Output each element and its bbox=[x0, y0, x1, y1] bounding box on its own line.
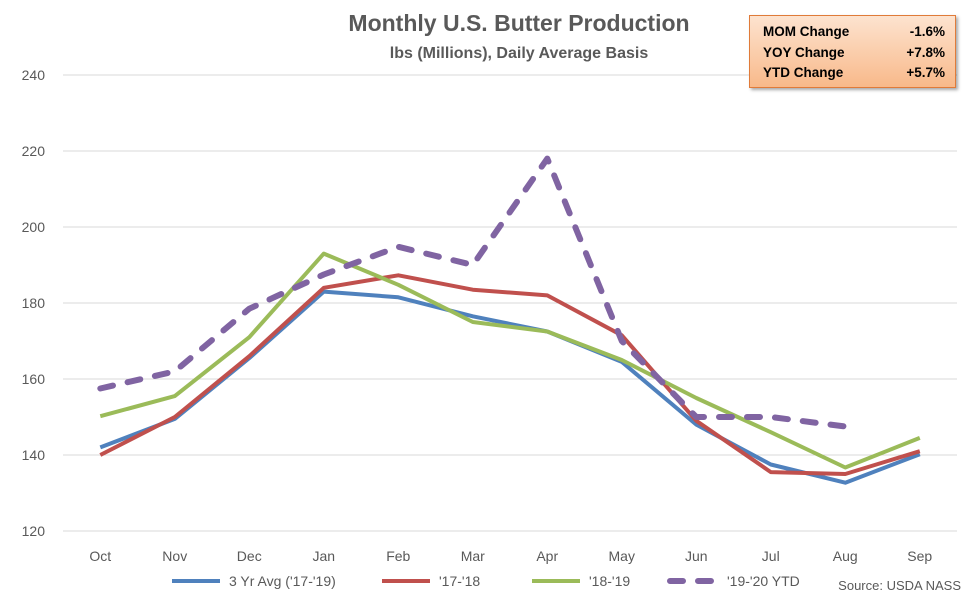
x-axis-ticks: Oct Nov Dec Jan Feb Mar Apr May Jun Jul Aug Sep bbox=[89, 548, 932, 564]
y-tick-label: 140 bbox=[22, 447, 46, 463]
x-tick-label: Jul bbox=[762, 548, 780, 564]
x-tick-label: Aug bbox=[833, 548, 858, 564]
x-tick-label: Feb bbox=[386, 548, 410, 564]
legend: 3 Yr Avg ('17-'19) '17-'18 '18-'19 '19-'20 … bbox=[172, 573, 800, 589]
x-tick-label: Mar bbox=[461, 548, 485, 564]
x-tick-label: Nov bbox=[162, 548, 187, 564]
legend-label: '17-'18 bbox=[439, 573, 480, 589]
y-tick-label: 240 bbox=[22, 67, 46, 83]
x-tick-label: Jan bbox=[312, 548, 335, 564]
x-tick-label: Oct bbox=[89, 548, 111, 564]
legend-label: '18-'19 bbox=[589, 573, 630, 589]
x-tick-label: Jun bbox=[685, 548, 708, 564]
stat-label: YOY Change bbox=[763, 44, 845, 60]
change-summary-box: MOM Change -1.6% YOY Change +7.8% YTD Ch… bbox=[749, 15, 956, 88]
stat-value: +5.7% bbox=[906, 65, 945, 80]
stat-row-yoy: YOY Change +7.8% bbox=[763, 43, 945, 64]
chart-title: Monthly U.S. Butter Production bbox=[348, 10, 689, 36]
x-tick-label: May bbox=[609, 548, 635, 564]
y-tick-label: 220 bbox=[22, 143, 46, 159]
stat-label: YTD Change bbox=[763, 65, 844, 80]
x-tick-label: Sep bbox=[907, 548, 932, 564]
series-line bbox=[99, 289, 921, 485]
source-note: Source: USDA NASS bbox=[838, 578, 961, 593]
stat-row-mom: MOM Change -1.6% bbox=[763, 22, 945, 43]
gridlines bbox=[63, 74, 957, 532]
stat-row-ytd: YTD Change +5.7% bbox=[763, 63, 945, 84]
y-tick-label: 120 bbox=[22, 523, 46, 539]
legend-label: '19-'20 YTD bbox=[727, 573, 800, 589]
series-line bbox=[99, 273, 921, 476]
series-line bbox=[97, 155, 849, 430]
stat-value: +7.8% bbox=[906, 44, 945, 60]
y-tick-label: 160 bbox=[22, 371, 46, 387]
chart-subtitle: lbs (Millions), Daily Average Basis bbox=[390, 45, 649, 62]
y-tick-label: 200 bbox=[22, 219, 46, 235]
y-axis-ticks: 120 140 160 180 200 220 240 bbox=[22, 67, 46, 539]
stat-label: MOM Change bbox=[763, 24, 850, 39]
x-tick-label: Apr bbox=[536, 548, 558, 564]
legend-label: 3 Yr Avg ('17-'19) bbox=[229, 573, 336, 589]
series-line bbox=[99, 251, 921, 470]
x-tick-label: Dec bbox=[237, 548, 262, 564]
stat-value: -1.6% bbox=[909, 24, 945, 39]
y-tick-label: 180 bbox=[22, 295, 46, 311]
series-lines bbox=[97, 155, 921, 485]
